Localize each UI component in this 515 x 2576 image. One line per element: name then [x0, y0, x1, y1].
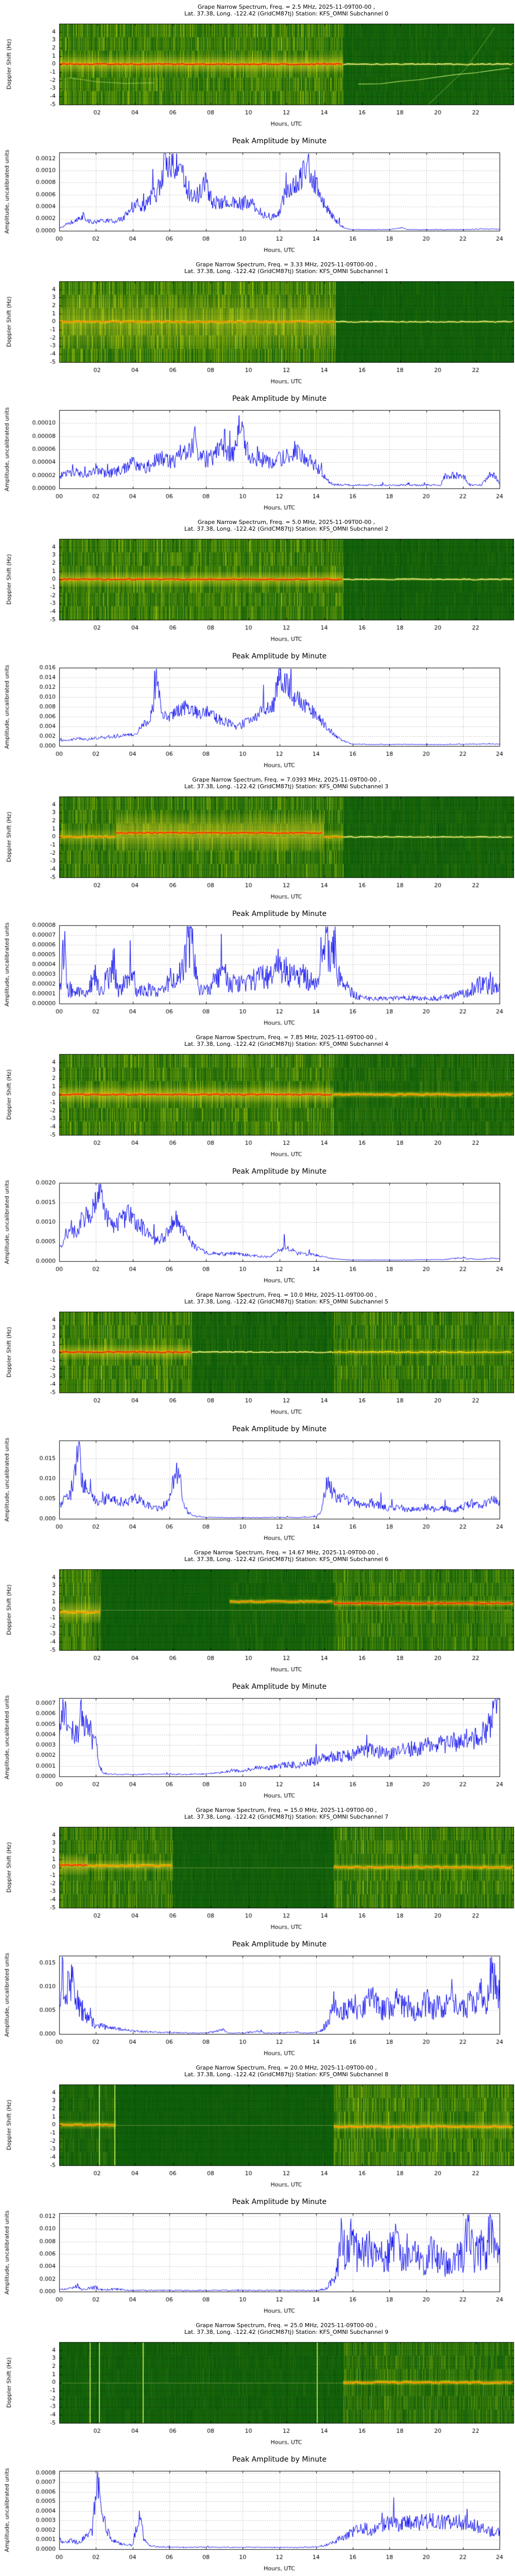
amplitude-canvas-subchannel-3: [0, 921, 515, 1028]
spectrogram-canvas-subchannel-4: [0, 1050, 515, 1159]
amplitude-title: Peak Amplitude by Minute: [232, 2198, 327, 2206]
amplitude-title: Peak Amplitude by Minute: [232, 910, 327, 918]
spectrogram-subtitle: Lat. 37.38, Long. -122.42 (GridCM87tj) S…: [184, 2329, 389, 2335]
amplitude-canvas-subchannel-4: [0, 1179, 515, 1286]
amplitude-title: Peak Amplitude by Minute: [232, 395, 327, 403]
spectrogram-title: Grape Narrow Spectrum, Freq. = 7.0393 MH…: [192, 776, 381, 783]
amplitude-canvas-subchannel-6: [0, 1694, 515, 1801]
spectrogram-subtitle: Lat. 37.38, Long. -122.42 (GridCM87tj) S…: [184, 1814, 389, 1820]
amplitude-title: Peak Amplitude by Minute: [232, 1940, 327, 1948]
amplitude-canvas-subchannel-2: [0, 664, 515, 771]
subchannel-6-pair: Grape Narrow Spectrum, Freq. = 14.67 MHz…: [0, 1546, 515, 1803]
amplitude-title: Peak Amplitude by Minute: [232, 137, 327, 145]
amplitude-title: Peak Amplitude by Minute: [232, 2455, 327, 2464]
spectrogram-subtitle: Lat. 37.38, Long. -122.42 (GridCM87tj) S…: [184, 1041, 389, 1047]
spectrogram-canvas-subchannel-2: [0, 535, 515, 644]
spectrogram-title: Grape Narrow Spectrum, Freq. = 14.67 MHz…: [194, 1549, 379, 1556]
spectrogram-subtitle: Lat. 37.38, Long. -122.42 (GridCM87tj) S…: [184, 526, 389, 532]
amplitude-canvas-subchannel-1: [0, 406, 515, 513]
spectrogram-canvas-subchannel-3: [0, 792, 515, 902]
spectrogram-title: Grape Narrow Spectrum, Freq. = 7.85 MHz,…: [196, 1034, 377, 1041]
spectrogram-subtitle: Lat. 37.38, Long. -122.42 (GridCM87tj) S…: [184, 268, 389, 275]
spectrogram-canvas-subchannel-9: [0, 2338, 515, 2447]
amplitude-canvas-subchannel-7: [0, 1952, 515, 2059]
spectrogram-subtitle: Lat. 37.38, Long. -122.42 (GridCM87tj) S…: [184, 10, 389, 17]
spectrogram-title: Grape Narrow Spectrum, Freq. = 3.33 MHz,…: [196, 261, 377, 268]
spectrogram-title: Grape Narrow Spectrum, Freq. = 2.5 MHz, …: [197, 4, 375, 10]
spectrogram-canvas-subchannel-7: [0, 1823, 515, 1932]
spectrogram-title: Grape Narrow Spectrum, Freq. = 25.0 MHz,…: [196, 2322, 377, 2329]
amplitude-title: Peak Amplitude by Minute: [232, 1425, 327, 1433]
subchannel-5-pair: Grape Narrow Spectrum, Freq. = 10.0 MHz,…: [0, 1288, 515, 1546]
spectrogram-subtitle: Lat. 37.38, Long. -122.42 (GridCM87tj) S…: [184, 1298, 389, 1305]
amplitude-title: Peak Amplitude by Minute: [232, 1167, 327, 1176]
spectrogram-subtitle: Lat. 37.38, Long. -122.42 (GridCM87tj) S…: [184, 783, 389, 790]
amplitude-canvas-subchannel-9: [0, 2467, 515, 2574]
spectrogram-title: Grape Narrow Spectrum, Freq. = 15.0 MHz,…: [196, 1807, 377, 1814]
amplitude-canvas-subchannel-0: [0, 148, 515, 256]
subchannel-9-pair: Grape Narrow Spectrum, Freq. = 25.0 MHz,…: [0, 2318, 515, 2576]
amplitude-title: Peak Amplitude by Minute: [232, 652, 327, 660]
amplitude-canvas-subchannel-8: [0, 2209, 515, 2316]
subchannel-7-pair: Grape Narrow Spectrum, Freq. = 15.0 MHz,…: [0, 1803, 515, 2061]
spectrogram-title: Grape Narrow Spectrum, Freq. = 10.0 MHz,…: [196, 1292, 377, 1298]
amplitude-canvas-subchannel-5: [0, 1436, 515, 1544]
spectrogram-canvas-subchannel-8: [0, 2080, 515, 2190]
spectrogram-subtitle: Lat. 37.38, Long. -122.42 (GridCM87tj) S…: [184, 1556, 389, 1563]
subchannel-2-pair: Grape Narrow Spectrum, Freq. = 5.0 MHz, …: [0, 515, 515, 773]
spectrogram-title: Grape Narrow Spectrum, Freq. = 5.0 MHz, …: [197, 519, 375, 526]
subchannel-3-pair: Grape Narrow Spectrum, Freq. = 7.0393 MH…: [0, 773, 515, 1030]
subchannel-4-pair: Grape Narrow Spectrum, Freq. = 7.85 MHz,…: [0, 1030, 515, 1288]
spectrogram-title: Grape Narrow Spectrum, Freq. = 20.0 MHz,…: [196, 2064, 377, 2071]
subchannel-0-pair: Grape Narrow Spectrum, Freq. = 2.5 MHz, …: [0, 0, 515, 258]
spectrogram-canvas-subchannel-6: [0, 1565, 515, 1674]
subchannel-1-pair: Grape Narrow Spectrum, Freq. = 3.33 MHz,…: [0, 258, 515, 515]
subchannel-8-pair: Grape Narrow Spectrum, Freq. = 20.0 MHz,…: [0, 2061, 515, 2318]
spectrogram-subtitle: Lat. 37.38, Long. -122.42 (GridCM87tj) S…: [184, 2071, 389, 2078]
spectrogram-canvas-subchannel-5: [0, 1308, 515, 1417]
amplitude-title: Peak Amplitude by Minute: [232, 1683, 327, 1691]
spectrogram-canvas-subchannel-0: [0, 20, 515, 129]
spectrogram-canvas-subchannel-1: [0, 277, 515, 386]
